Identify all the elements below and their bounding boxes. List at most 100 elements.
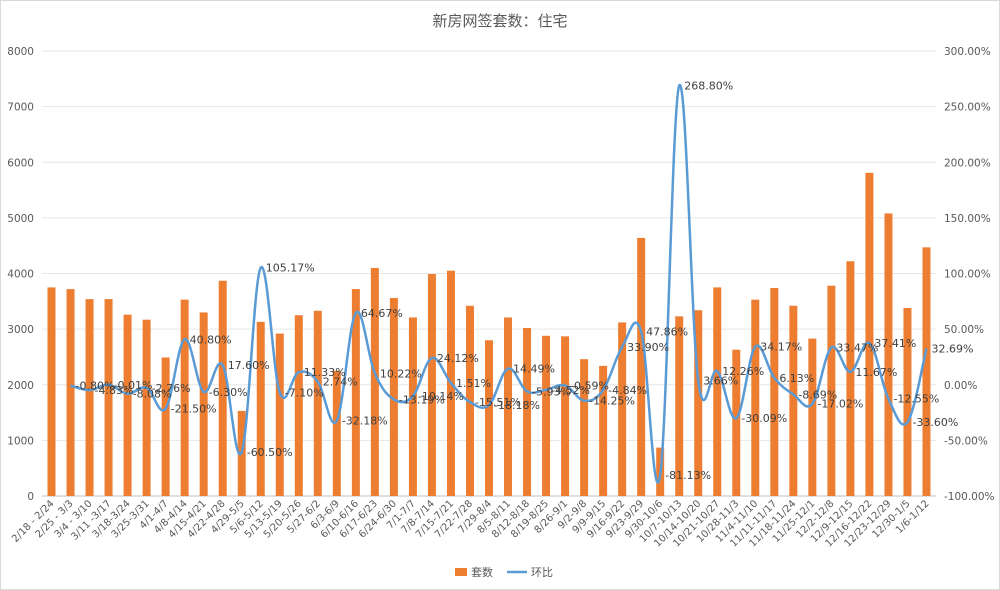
data-label: -2.76% [152, 382, 191, 395]
bar [408, 317, 417, 496]
data-label: 105.17% [266, 262, 315, 275]
bar [351, 289, 360, 496]
bar [694, 310, 703, 496]
bar [199, 312, 208, 496]
y-left-tick-label: 8000 [7, 46, 34, 58]
bar [789, 305, 798, 496]
data-label: 64.67% [361, 307, 403, 320]
legend-label-bars: 套数 [471, 566, 493, 579]
data-label: -4.84% [608, 384, 647, 397]
data-label: 3.66% [703, 375, 738, 388]
data-label: 12.26% [722, 365, 764, 378]
bar [294, 315, 303, 496]
bar [922, 247, 931, 496]
bar [161, 357, 170, 496]
data-label: -60.50% [247, 446, 293, 459]
bar [846, 261, 855, 496]
y-right-tick-label: 200.00% [944, 157, 991, 169]
bar [66, 289, 75, 496]
y-axis-left: 0 1000 2000 3000 4000 5000 6000 7000 8000 [7, 46, 34, 503]
data-label: -13.19% [399, 393, 445, 406]
bar [218, 280, 227, 496]
y-right-tick-label: -100.00% [944, 491, 995, 503]
y-right-tick-label: 100.00% [944, 269, 991, 281]
data-label: 268.80% [684, 80, 733, 93]
data-label: 11.67% [855, 366, 897, 379]
bar [580, 359, 589, 496]
data-label: -0.59% [570, 379, 609, 392]
y-right-tick-label: -50.00% [944, 435, 988, 447]
bar [675, 316, 684, 496]
bar [485, 340, 493, 496]
y-right-tick-label: 150.00% [944, 213, 991, 225]
y-right-tick-label: 300.00% [944, 46, 991, 58]
data-label: 6.13% [779, 372, 814, 385]
data-label: 2.74% [323, 376, 358, 389]
bar [770, 287, 779, 496]
bar-series [47, 172, 931, 497]
data-label: -4.52% [551, 384, 590, 397]
data-label: -30.09% [741, 412, 787, 425]
data-label: 33.47% [836, 342, 878, 355]
bar [618, 322, 627, 496]
bar [85, 299, 94, 496]
y-right-tick-label: 50.00% [944, 324, 984, 336]
bar [180, 299, 189, 496]
data-label: -21.50% [171, 403, 217, 416]
bar [370, 267, 379, 496]
bar [713, 287, 722, 496]
bar [561, 336, 570, 496]
y-left-tick-label: 5000 [7, 213, 34, 225]
bar [732, 349, 741, 496]
data-label: 1.51% [456, 377, 491, 390]
bar [827, 285, 836, 496]
data-labels: -0.80%-4.83%-0.01%-8.08%-2.76% -21.50% 40.… [76, 80, 974, 482]
bar [884, 213, 893, 497]
data-label: 10.22% [380, 367, 422, 380]
bar [808, 338, 817, 496]
data-label: -81.13% [665, 469, 711, 482]
bar [275, 333, 284, 496]
data-label: 32.69% [931, 342, 973, 355]
bar [523, 328, 532, 496]
y-right-tick-label: 0.00% [944, 380, 977, 392]
data-label: -15.51% [475, 396, 521, 409]
bar [637, 237, 646, 496]
data-label: -10.14% [418, 390, 464, 403]
data-label: -32.18% [342, 415, 388, 428]
data-label: -12.55% [893, 393, 939, 406]
y-right-tick-label: 250.00% [944, 102, 991, 114]
bar [865, 172, 874, 496]
bar [123, 314, 132, 496]
data-label: -0.80% [76, 380, 115, 393]
data-label: -6.30% [209, 386, 248, 399]
data-label: 33.90% [627, 341, 669, 354]
data-label: 34.17% [760, 341, 802, 354]
bar [104, 299, 113, 496]
y-left-tick-label: 4000 [7, 269, 34, 281]
data-label: -5.93% [532, 385, 571, 398]
y-left-tick-label: 6000 [7, 157, 34, 169]
bar [332, 370, 341, 496]
bar [903, 307, 912, 496]
data-label: 14.49% [513, 363, 555, 376]
bar [504, 317, 513, 496]
data-label: 40.80% [190, 333, 232, 346]
bar [427, 274, 436, 496]
bar [142, 319, 151, 496]
legend: 套数 环比 [455, 566, 553, 579]
data-label: -14.25% [589, 395, 635, 408]
y-axis-right: -100.00% -50.00% 0.00% 50.00% 100.00% 150.00%… [944, 46, 995, 503]
bar [542, 335, 551, 496]
data-label: -17.02% [817, 398, 863, 411]
chart-title: 新房网签套数：住宅 [432, 12, 568, 30]
legend-swatch-bars [455, 568, 467, 576]
data-label: 11.33% [304, 366, 346, 379]
legend-label-line: 环比 [531, 566, 553, 579]
data-label: 37.41% [874, 337, 916, 350]
y-left-tick-label: 0 [27, 491, 34, 503]
data-label: -7.10% [285, 387, 324, 400]
data-label: -4.83% [95, 384, 134, 397]
data-label: -0.01% [114, 379, 153, 392]
